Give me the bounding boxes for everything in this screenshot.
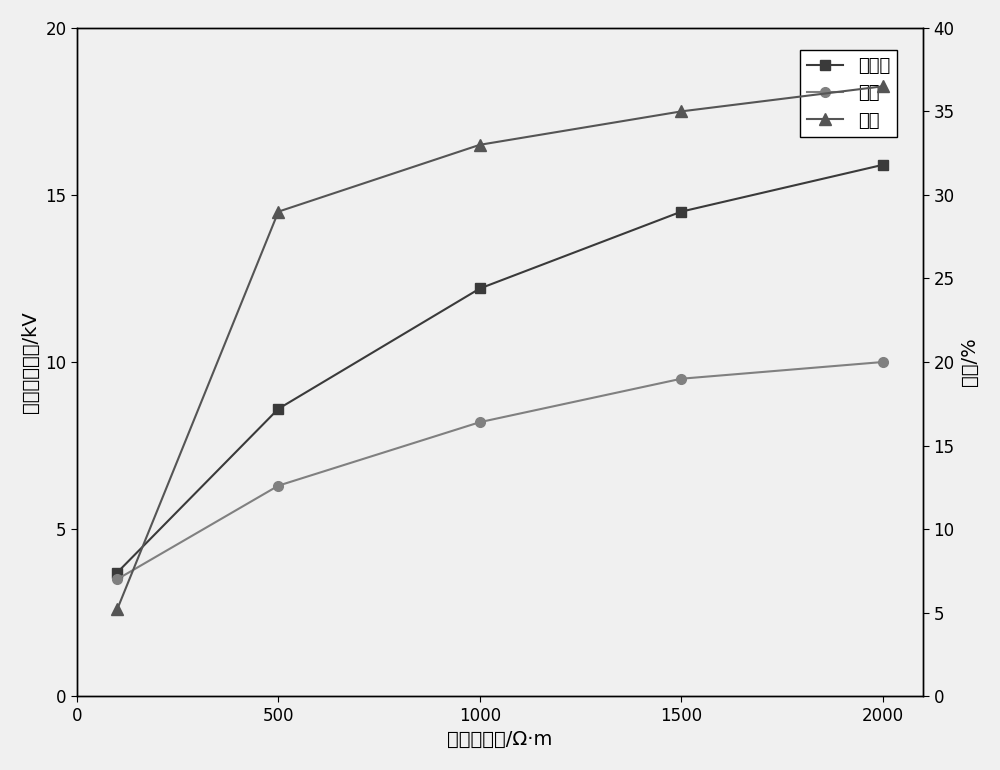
不考虑: [272, 404, 284, 413]
不考虑: [877, 160, 889, 169]
不考虑: [111, 568, 123, 578]
考虑: [675, 374, 687, 383]
Legend: 不考虑, 考虑, 降幅: 不考虑, 考虑, 降幅: [800, 50, 897, 137]
Y-axis label: 降幅/%: 降幅/%: [960, 337, 979, 387]
考虑: [474, 417, 486, 427]
不考虑: [474, 284, 486, 293]
降幅: [474, 140, 486, 149]
降幅: [877, 82, 889, 91]
X-axis label: 土壤电阱率/Ω·m: 土壤电阱率/Ω·m: [447, 730, 553, 749]
Line: 降幅: 降幅: [112, 81, 888, 615]
不考虑: [675, 207, 687, 216]
降幅: [111, 604, 123, 614]
降幅: [272, 207, 284, 216]
考虑: [272, 481, 284, 490]
Line: 不考虑: 不考虑: [112, 160, 888, 578]
考虑: [877, 357, 889, 367]
Line: 考虑: 考虑: [112, 357, 888, 584]
Y-axis label: 绝缘接头电压/kV: 绝缘接头电压/kV: [21, 311, 40, 413]
降幅: [675, 107, 687, 116]
考虑: [111, 574, 123, 584]
